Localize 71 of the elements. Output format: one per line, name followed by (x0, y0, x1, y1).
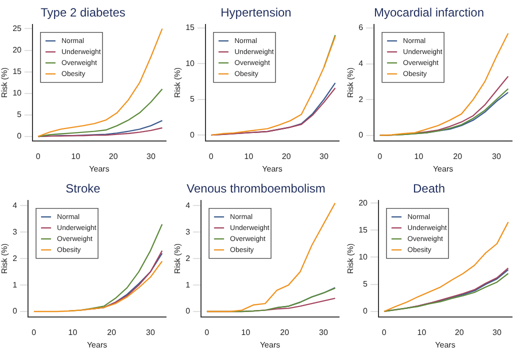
y-tick-label: 20 (358, 198, 368, 208)
x-axis-title: Years (86, 340, 108, 349)
y-tick-label: 5 (190, 94, 196, 104)
y-tick-label: 3 (12, 227, 18, 236)
x-tick-label: 20 (280, 328, 290, 337)
chart-title: Type 2 diabetes (40, 6, 126, 20)
x-tick-label: 30 (492, 152, 502, 161)
x-tick-label: 20 (282, 152, 292, 161)
y-axis-title: Risk (%) (0, 243, 10, 274)
y-tick-label: 5 (363, 280, 368, 289)
y-tick-label: 3 (186, 227, 191, 236)
y-tick-label: 15 (186, 23, 196, 32)
x-tick-label: 20 (453, 152, 463, 161)
x-tick-label: 0 (204, 328, 210, 337)
y-tick-label: 0 (186, 306, 191, 316)
x-tick-label: 10 (241, 328, 251, 337)
y-tick-label: 1 (186, 280, 191, 290)
y-tick-label: 4 (358, 59, 364, 68)
y-tick-label: 0 (358, 130, 364, 140)
x-tick-label: 30 (146, 328, 156, 337)
y-tick-label: 0 (12, 306, 18, 316)
y-tick-label: 6 (358, 23, 364, 32)
x-tick-label: 30 (146, 152, 156, 161)
y-axis-title: Risk (%) (346, 243, 356, 274)
chart-title: Myocardial infarction (374, 6, 484, 20)
x-axis-title: Years (432, 164, 454, 174)
y-tick-label: 2 (358, 94, 364, 104)
chart-title: Stroke (66, 182, 101, 196)
y-tick-label: 25 (12, 24, 22, 33)
y-tick-label: 0 (363, 306, 368, 316)
x-tick-label: 20 (107, 328, 117, 337)
x-tick-label: 10 (414, 152, 424, 161)
chart-title: Hypertension (220, 6, 292, 20)
y-tick-label: 15 (12, 67, 22, 76)
x-axis-title: Years (260, 340, 280, 349)
y-tick-label: 4 (12, 200, 18, 210)
y-tick-label: 10 (186, 58, 196, 68)
y-tick-label: 5 (17, 110, 22, 120)
x-tick-label: 0 (36, 152, 41, 161)
y-tick-label: 15 (358, 225, 368, 234)
y-tick-label: 20 (12, 45, 22, 54)
x-tick-label: 10 (71, 152, 81, 161)
y-axis-title: Risk (%) (0, 67, 10, 98)
chart-title: Death (412, 182, 446, 196)
x-tick-label: 0 (208, 152, 214, 161)
x-tick-label: 20 (108, 152, 118, 161)
x-tick-label: 10 (68, 328, 78, 337)
x-tick-label: 30 (492, 328, 502, 337)
chart-title: Venous thromboembolism (186, 182, 326, 196)
x-axis-title: Years (435, 340, 456, 349)
x-tick-label: 10 (417, 328, 427, 337)
x-axis-title: Years (262, 164, 282, 174)
x-tick-label: 30 (319, 328, 328, 337)
x-tick-label: 30 (320, 152, 329, 161)
y-axis-title: Risk (%) (173, 67, 182, 98)
y-tick-label: 4 (186, 200, 191, 210)
y-tick-label: 10 (358, 252, 368, 262)
y-tick-label: 0 (17, 132, 22, 141)
x-tick-label: 0 (32, 328, 37, 337)
x-axis-title: Years (89, 164, 110, 174)
y-tick-label: 2 (186, 254, 191, 263)
x-tick-label: 10 (244, 152, 254, 161)
y-axis-title: Risk (%) (346, 67, 356, 98)
x-tick-label: 20 (454, 328, 464, 337)
y-tick-label: 2 (12, 254, 18, 263)
y-tick-label: 1 (12, 280, 18, 290)
y-axis-title: Risk (%) (173, 243, 182, 274)
x-tick-label: 0 (378, 152, 383, 161)
y-tick-label: 0 (190, 130, 196, 140)
y-tick-label: 10 (12, 88, 22, 98)
x-tick-label: 0 (382, 328, 387, 337)
